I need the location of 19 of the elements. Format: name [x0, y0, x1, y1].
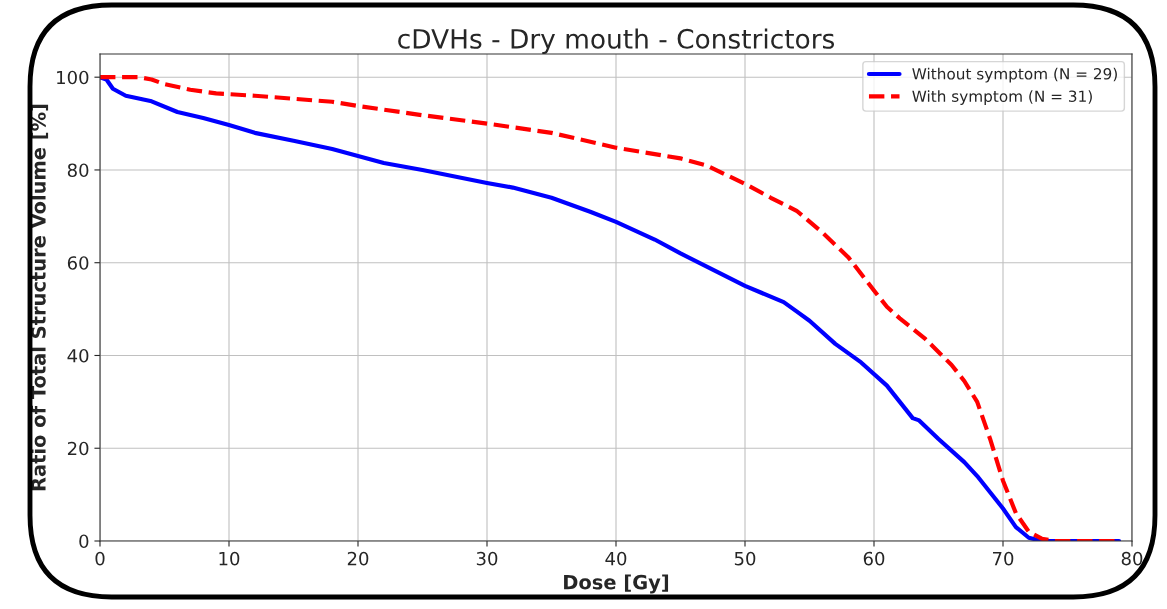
- x-tick-label: 60: [863, 551, 885, 566]
- x-tick-label: 40: [605, 551, 627, 566]
- legend-label: With symptom (N = 31): [912, 90, 1092, 105]
- x-tick-label: 0: [95, 551, 105, 566]
- x-tick-label: 30: [476, 551, 498, 566]
- y-tick-label: 100: [57, 70, 89, 85]
- y-tick-label: 40: [67, 348, 89, 363]
- x-tick-label: 50: [734, 551, 756, 566]
- y-tick-label: 60: [67, 256, 89, 270]
- x-tick-label: 20: [347, 551, 369, 566]
- x-tick-label: 10: [219, 551, 240, 566]
- y-tick-label: 20: [67, 441, 89, 456]
- x-tick-label: 70: [992, 551, 1014, 566]
- x-axis-title: Dose [Gy]: [564, 574, 669, 594]
- y-tick-label: 0: [79, 534, 89, 549]
- chart-title: cDVHs - Dry mouth - Constrictors: [398, 28, 835, 54]
- x-tick-label: 80: [1121, 551, 1143, 566]
- y-tick-label: 80: [67, 163, 89, 178]
- legend-label: Without symptom (N = 29): [912, 67, 1117, 83]
